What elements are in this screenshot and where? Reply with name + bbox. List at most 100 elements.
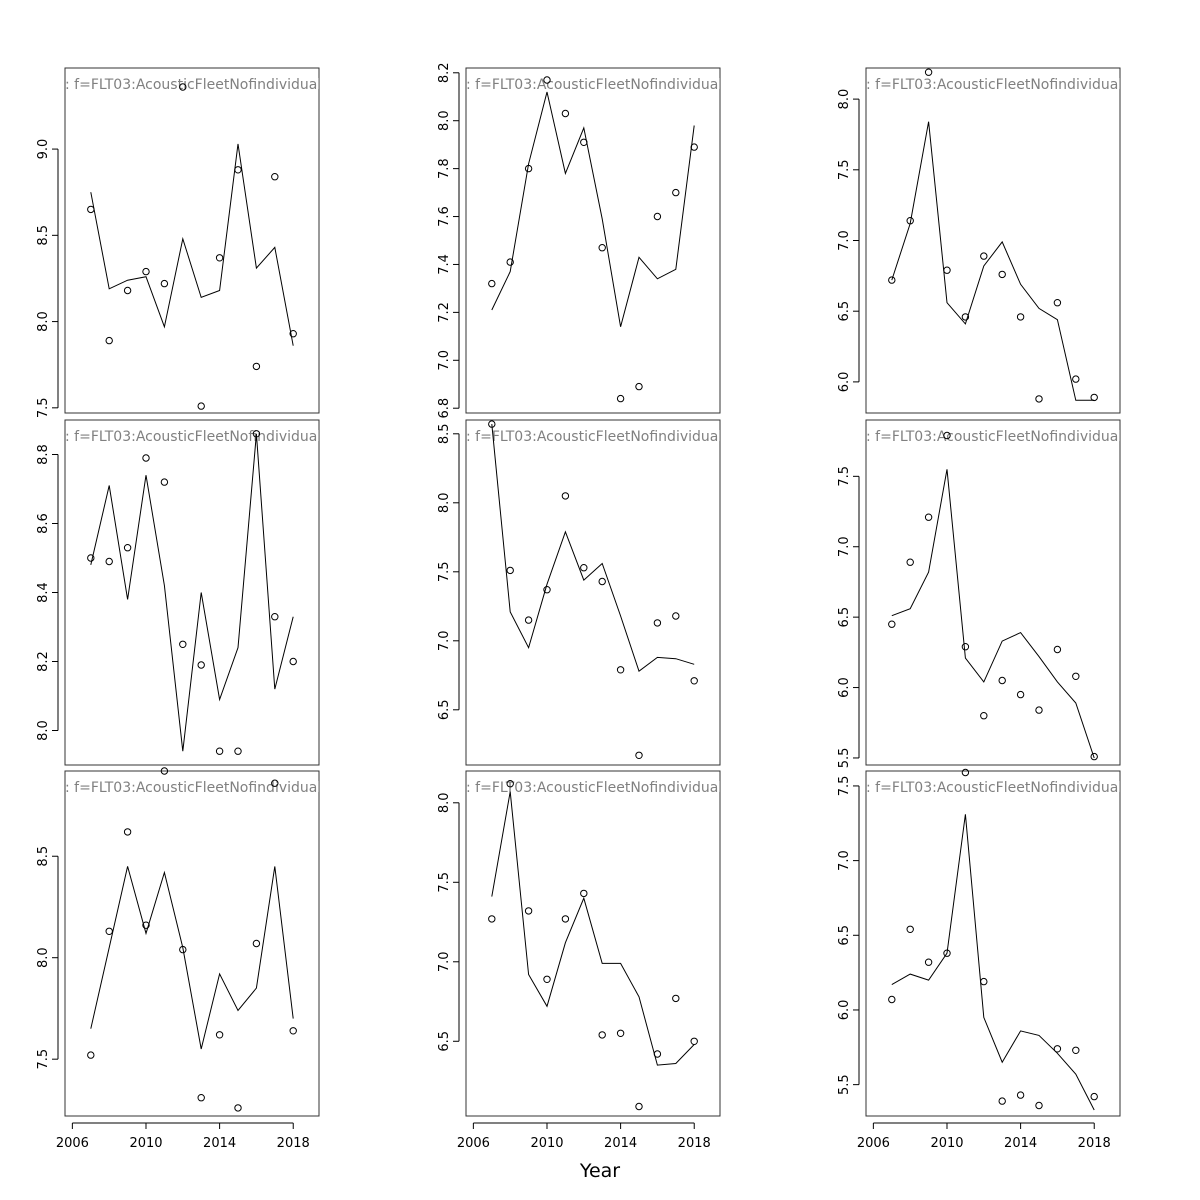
data-point	[690, 1037, 698, 1046]
y-tick-label: 7.5	[437, 561, 452, 582]
data-point	[1090, 752, 1098, 761]
data-point	[690, 677, 698, 685]
data-point	[179, 640, 187, 648]
y-tick-label: 8.0	[36, 720, 51, 741]
data-point	[888, 620, 896, 628]
y-tick-label: 8.5	[36, 846, 51, 867]
data-point	[142, 267, 150, 276]
data-point	[906, 925, 914, 933]
data-point	[234, 747, 242, 755]
data-point	[943, 431, 951, 440]
data-point	[87, 205, 95, 214]
data-point	[998, 270, 1006, 279]
data-point	[160, 279, 169, 288]
panel-frame	[64, 419, 320, 766]
data-point	[252, 362, 261, 371]
data-point	[961, 313, 970, 321]
data-point	[543, 586, 551, 594]
x-tick-label: 2006	[457, 1136, 490, 1151]
data-point	[580, 564, 588, 572]
data-point	[653, 212, 662, 221]
y-tick-label: 7.5	[36, 1049, 51, 1070]
y-tick-label: 8.4	[36, 582, 51, 603]
panel-title: : f=FLT03:AcousticFleetNofindividuals,	[65, 77, 333, 93]
data-point	[289, 657, 297, 666]
data-point	[653, 619, 662, 627]
data-point	[998, 676, 1006, 685]
y-tick-label: 6.0	[837, 1000, 852, 1021]
data-point	[616, 666, 625, 674]
panel-8: 6.5 7.0 7.5 8.0 2006 2010 2014 2018: f=FLT03:Ac…	[437, 770, 721, 1151]
data-point	[271, 613, 279, 621]
data-point	[616, 394, 625, 403]
data-point	[672, 612, 680, 620]
y-tick-label: 7.0	[437, 350, 452, 371]
data-point	[1035, 395, 1043, 403]
data-point	[616, 1029, 625, 1038]
data-point	[998, 1097, 1006, 1105]
data-point	[906, 558, 914, 566]
data-point	[506, 566, 514, 575]
x-tick-label: 2014	[203, 1136, 236, 1151]
data-point	[142, 454, 150, 462]
data-point	[142, 921, 150, 929]
panel-title: : f=FLT03:AcousticFleetNofindividuals,	[65, 780, 333, 796]
data-point	[179, 945, 187, 954]
data-point	[924, 68, 933, 76]
y-tick-label: 7.6	[437, 206, 452, 227]
panel-frame	[865, 67, 1121, 414]
fitted-line	[491, 91, 695, 327]
x-tick-label: 2010	[129, 1136, 162, 1151]
data-point	[160, 767, 169, 775]
data-point	[961, 643, 970, 651]
y-tick-label: 8.0	[437, 492, 452, 513]
y-tick-label: 6.5	[437, 1031, 452, 1052]
y-tick-label: 8.8	[36, 444, 51, 465]
data-point	[271, 779, 279, 787]
y-tick-label: 8.0	[437, 792, 452, 813]
y-tick-label: 7.5	[837, 466, 852, 487]
data-point	[234, 1104, 242, 1112]
data-point	[653, 1050, 662, 1058]
data-point	[488, 915, 496, 923]
data-point	[197, 402, 205, 410]
data-point	[271, 173, 279, 181]
data-point	[197, 661, 205, 669]
data-point	[1035, 1101, 1043, 1110]
fitted-line	[491, 424, 695, 673]
data-point	[1072, 672, 1080, 680]
y-tick-label: 7.5	[36, 397, 51, 418]
y-tick-label: 7.5	[837, 776, 852, 797]
data-point	[105, 336, 113, 345]
x-tick-label: 2010	[930, 1136, 963, 1151]
data-point	[1072, 1046, 1080, 1055]
data-point	[123, 828, 132, 836]
data-point	[1090, 393, 1098, 402]
panel-title: : f=FLT03:AcousticFleetNofindividuals,	[866, 780, 1134, 796]
panel-5: 6.5 7.0 7.5 8.0 8.5: f=FLT03:AcousticFleetNo…	[437, 419, 721, 766]
y-tick-label: 7.0	[837, 536, 852, 557]
y-tick-label: 7.4	[437, 254, 452, 275]
y-tick-label: 7.0	[837, 230, 852, 251]
x-tick-label: 2018	[678, 1136, 711, 1151]
data-point	[160, 478, 169, 486]
data-point	[524, 616, 533, 624]
data-point	[580, 889, 588, 898]
data-point	[598, 244, 606, 252]
y-tick-label: 8.5	[36, 225, 51, 246]
y-tick-label: 6.5	[837, 925, 852, 946]
x-tick-label: 2018	[277, 1136, 310, 1151]
y-tick-label: 8.0	[36, 947, 51, 968]
panel-frame	[64, 770, 320, 1117]
data-point	[888, 995, 896, 1004]
y-tick-label: 7.0	[437, 630, 452, 651]
data-point	[924, 958, 933, 966]
x-tick-label: 2014	[1004, 1136, 1037, 1151]
panel-title: : f=FLT03:AcousticFleetNofindividuals,	[866, 77, 1134, 93]
x-tick-label: 2018	[1078, 1136, 1111, 1151]
fitted-line	[891, 121, 1095, 401]
y-tick-label: 6.5	[837, 301, 852, 322]
data-point	[690, 143, 698, 151]
y-tick-label: 6.0	[837, 372, 852, 393]
